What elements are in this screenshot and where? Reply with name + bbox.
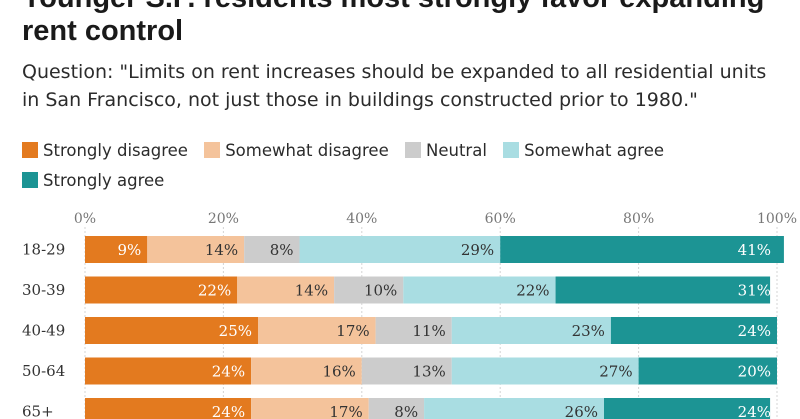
legend-swatch xyxy=(22,142,38,158)
bar-segment xyxy=(403,276,556,304)
bar-segment xyxy=(555,276,771,304)
bar-segment xyxy=(85,317,258,344)
legend: Strongly disagree Somewhat disagree Neut… xyxy=(22,136,782,196)
x-tick-label: 100% xyxy=(757,211,797,227)
legend-swatch xyxy=(405,142,421,158)
bar-segment xyxy=(638,357,777,385)
chart-title: Younger S.F. residents most strongly fav… xyxy=(22,0,764,47)
legend-swatch xyxy=(204,142,221,158)
bar-segment xyxy=(334,276,404,304)
data-label: 16% xyxy=(322,363,355,381)
legend-swatch xyxy=(22,172,38,188)
legend-item-strongly-disagree: Strongly disagree xyxy=(22,136,188,166)
data-label: 14% xyxy=(205,241,238,259)
bar-segment xyxy=(258,317,376,344)
bar-segment xyxy=(85,276,238,304)
bar-segment xyxy=(375,317,452,344)
bar-segment xyxy=(500,236,784,263)
x-tick-label: 0% xyxy=(74,211,96,227)
bar-segment xyxy=(451,317,611,344)
data-label: 22% xyxy=(516,282,549,300)
category-label: 30-39 xyxy=(22,281,65,299)
legend-label: Strongly agree xyxy=(43,171,165,190)
data-label: 8% xyxy=(394,403,418,419)
bar-segment xyxy=(424,398,604,419)
data-label: 10% xyxy=(364,282,397,300)
stacked-bar-chart: 0% 20% 40% 60% 80% 100% 18-29 9% 14% 8% 29% 41% 30-3… xyxy=(22,211,797,419)
data-label: 31% xyxy=(738,282,771,300)
bar-segment xyxy=(251,357,362,385)
bar-segment xyxy=(85,398,252,419)
legend-item-somewhat-agree: Somewhat agree xyxy=(503,136,664,166)
data-label: 26% xyxy=(565,403,598,419)
data-label: 24% xyxy=(212,403,245,419)
x-tick-label: 60% xyxy=(485,211,516,227)
bar-segment xyxy=(451,357,639,385)
legend-item-strongly-agree: Strongly agree xyxy=(22,166,164,196)
data-label: 17% xyxy=(336,322,369,340)
legend-label: Somewhat agree xyxy=(524,141,665,160)
bar-segment xyxy=(147,236,245,263)
category-label: 50-64 xyxy=(22,362,65,380)
legend-item-neutral: Neutral xyxy=(405,136,487,166)
x-tick-label: 20% xyxy=(208,211,239,227)
legend-swatch xyxy=(503,142,520,158)
chart-subtitle: Question: "Limits on rent increases shou… xyxy=(22,61,767,111)
bar-segment xyxy=(237,276,335,304)
bar-segment xyxy=(299,236,501,263)
legend-label: Strongly disagree xyxy=(43,141,188,160)
data-label: 24% xyxy=(738,403,771,419)
data-label: 23% xyxy=(572,322,605,340)
category-label: 18-29 xyxy=(22,241,65,259)
data-label: 20% xyxy=(738,363,771,381)
bar-segment xyxy=(610,317,777,344)
bar-segment xyxy=(368,398,425,419)
bar-segment xyxy=(251,398,369,419)
data-label: 25% xyxy=(219,322,252,340)
category-label: 40-49 xyxy=(22,322,65,340)
data-label: 13% xyxy=(412,363,445,381)
data-label: 41% xyxy=(738,241,771,259)
bar-segment xyxy=(85,236,148,263)
data-label: 24% xyxy=(212,363,245,381)
legend-label: Somewhat disagree xyxy=(225,141,389,160)
bar-segment xyxy=(244,236,300,263)
data-label: 24% xyxy=(738,322,771,340)
data-label: 11% xyxy=(412,322,445,340)
bar-segment xyxy=(85,357,252,385)
data-label: 9% xyxy=(117,241,141,259)
data-label: 27% xyxy=(599,363,632,381)
data-label: 17% xyxy=(329,403,362,419)
data-label: 29% xyxy=(461,241,494,259)
data-label: 8% xyxy=(270,241,294,259)
bar-segment xyxy=(361,357,452,385)
data-label: 14% xyxy=(295,282,328,300)
bar-segment xyxy=(604,398,771,419)
x-tick-label: 80% xyxy=(623,211,654,227)
x-tick-label: 40% xyxy=(346,211,377,227)
category-label: 65+ xyxy=(22,403,54,419)
data-label: 22% xyxy=(198,282,231,300)
legend-label: Neutral xyxy=(426,141,487,160)
legend-item-somewhat-disagree: Somewhat disagree xyxy=(204,136,389,166)
